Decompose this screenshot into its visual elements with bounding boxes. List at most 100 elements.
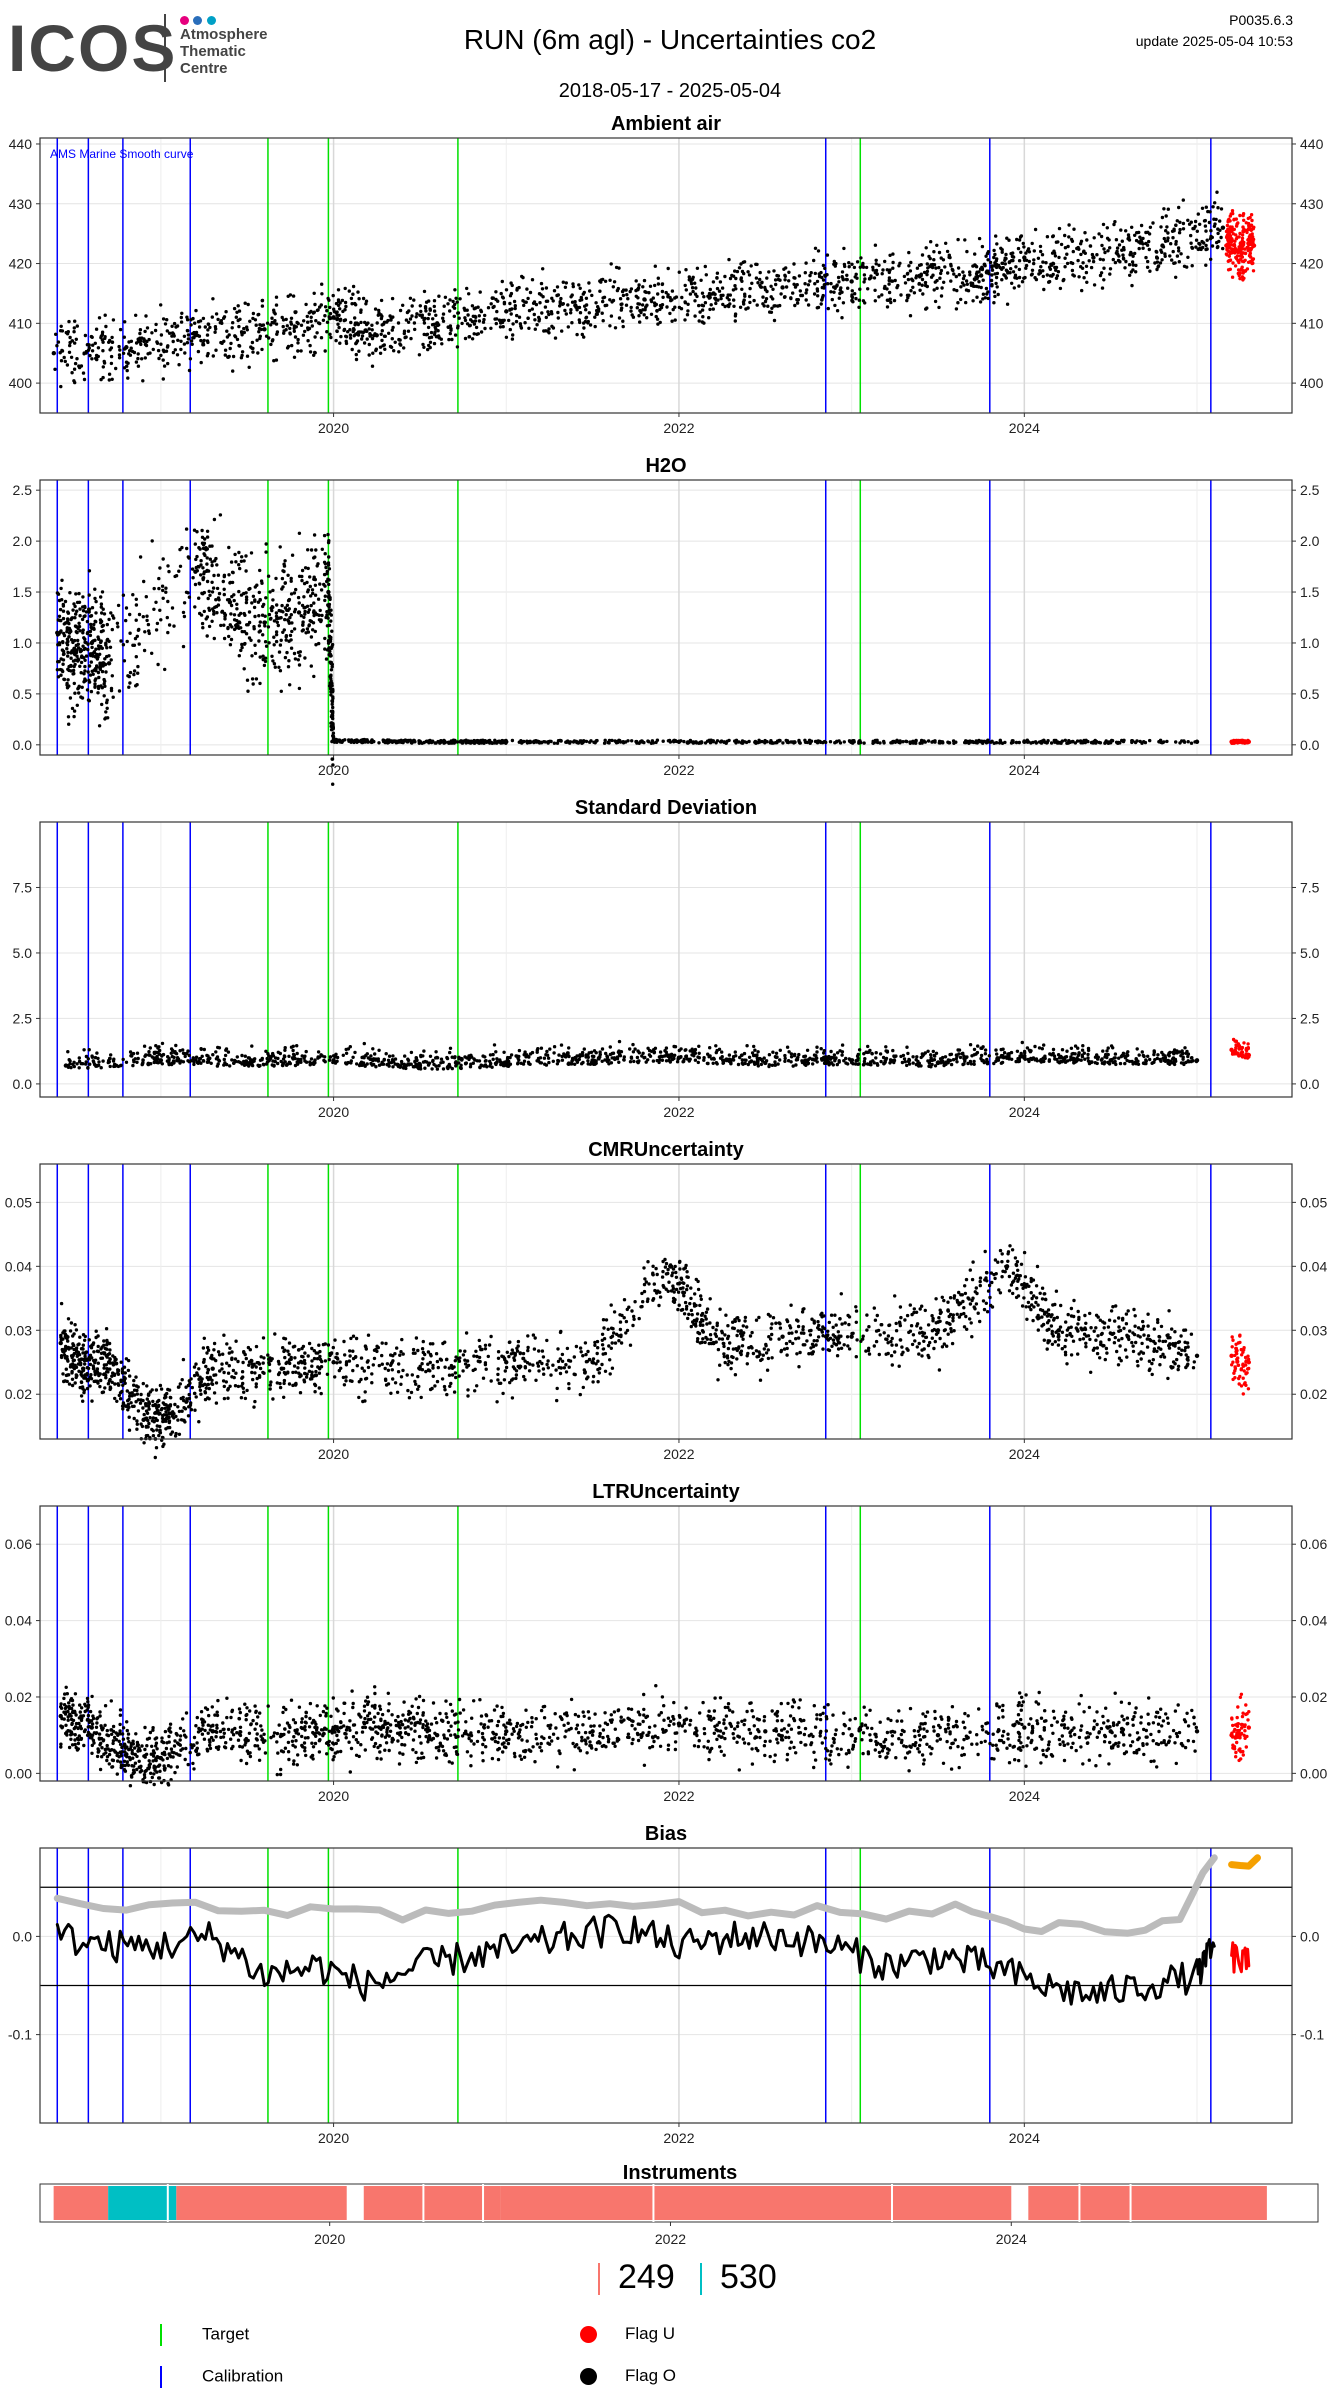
data-point xyxy=(439,1061,443,1065)
data-point xyxy=(595,308,599,313)
data-point xyxy=(330,702,334,706)
data-point xyxy=(840,316,844,320)
data-point xyxy=(158,566,162,570)
data-point xyxy=(156,348,161,353)
data-point xyxy=(253,614,257,619)
data-point xyxy=(135,634,139,638)
data-point xyxy=(809,739,814,743)
data-point xyxy=(795,283,799,287)
data-point xyxy=(208,325,212,330)
data-point xyxy=(660,1054,665,1059)
data-point xyxy=(854,296,858,301)
data-point xyxy=(516,1061,520,1065)
data-point xyxy=(292,355,297,359)
data-point xyxy=(376,1059,381,1063)
data-point xyxy=(949,264,953,268)
data-point xyxy=(1179,252,1183,256)
data-point xyxy=(412,298,416,302)
data-point xyxy=(586,1059,590,1063)
data-point xyxy=(1172,261,1176,265)
data-point xyxy=(245,623,249,627)
data-point xyxy=(594,312,599,316)
data-point xyxy=(1015,237,1019,242)
data-point xyxy=(56,618,60,622)
data-point xyxy=(327,1058,332,1062)
data-point xyxy=(264,596,268,600)
data-point xyxy=(1106,741,1111,745)
data-point xyxy=(58,630,62,635)
data-point xyxy=(313,555,317,559)
data-point xyxy=(980,244,985,249)
data-point xyxy=(1216,227,1220,231)
data-point xyxy=(781,741,785,745)
data-point xyxy=(1130,260,1135,264)
data-point xyxy=(805,288,809,292)
data-point xyxy=(964,300,968,305)
data-point xyxy=(309,619,314,624)
data-point xyxy=(423,306,428,310)
data-point xyxy=(451,299,455,304)
data-point xyxy=(166,361,170,366)
data-point xyxy=(85,619,90,624)
data-point xyxy=(922,270,927,275)
data-point xyxy=(716,298,720,302)
data-point xyxy=(1071,249,1076,254)
data-point xyxy=(269,342,273,347)
data-point xyxy=(857,305,861,309)
data-point xyxy=(250,677,255,681)
data-point xyxy=(933,740,937,744)
data-point xyxy=(82,377,87,382)
data-point xyxy=(783,278,787,282)
data-point xyxy=(98,640,103,645)
data-point xyxy=(698,310,702,314)
data-point xyxy=(351,327,356,331)
data-point xyxy=(83,658,87,662)
data-point xyxy=(215,1064,220,1068)
data-point xyxy=(804,298,808,302)
data-point xyxy=(717,289,722,293)
data-point xyxy=(148,1053,152,1057)
data-point xyxy=(636,1049,640,1053)
data-point xyxy=(441,316,445,320)
data-point xyxy=(87,346,92,350)
data-point xyxy=(466,313,470,317)
data-point xyxy=(263,620,267,624)
data-point xyxy=(377,741,381,745)
data-point xyxy=(370,328,374,332)
data-point xyxy=(68,1059,72,1063)
data-point xyxy=(1236,271,1241,276)
data-point xyxy=(1129,270,1134,274)
data-point xyxy=(101,664,105,668)
data-point xyxy=(432,341,437,346)
data-point xyxy=(679,739,683,743)
data-point xyxy=(274,303,279,307)
data-point xyxy=(145,618,149,623)
data-point xyxy=(403,335,407,340)
data-point xyxy=(250,340,255,345)
data-point xyxy=(329,721,333,725)
data-point xyxy=(772,269,776,273)
data-point xyxy=(637,283,641,287)
data-point xyxy=(339,334,343,339)
data-point xyxy=(1011,258,1015,263)
data-point xyxy=(651,741,656,745)
data-point xyxy=(821,263,826,268)
data-point xyxy=(719,739,724,743)
data-point xyxy=(272,619,277,623)
data-point xyxy=(406,320,411,324)
data-point xyxy=(565,1051,570,1055)
data-point xyxy=(830,297,834,302)
data-point xyxy=(565,740,569,744)
data-point xyxy=(803,282,807,286)
data-point xyxy=(708,287,712,292)
data-point xyxy=(122,335,127,339)
data-point xyxy=(372,1057,376,1061)
data-point xyxy=(81,371,86,375)
data-point xyxy=(734,276,738,281)
data-point xyxy=(995,271,1000,276)
data-point xyxy=(1091,255,1096,260)
data-point xyxy=(199,573,203,577)
data-point xyxy=(434,1056,438,1060)
data-point xyxy=(74,630,79,634)
